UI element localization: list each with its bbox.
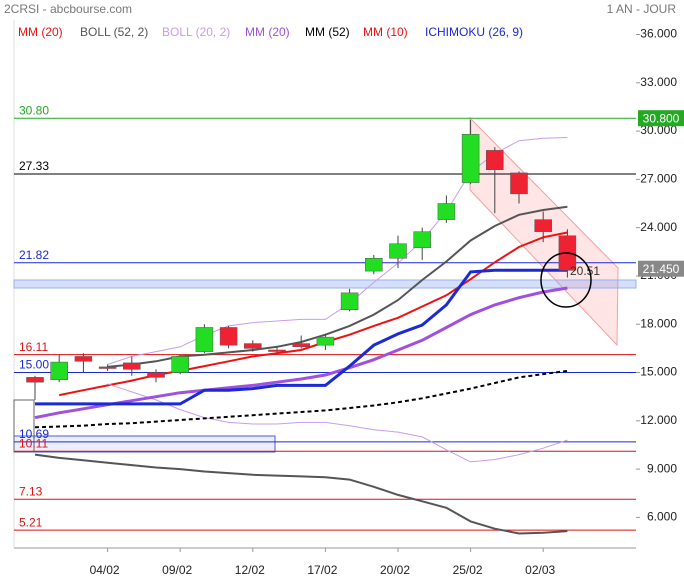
indicator-line bbox=[107, 383, 568, 463]
indicator-line bbox=[34, 453, 568, 535]
candle-body bbox=[171, 356, 189, 373]
candle-body bbox=[244, 343, 262, 349]
legend-entry: MM (52) bbox=[305, 25, 350, 39]
level-label: 5.21 bbox=[19, 515, 43, 529]
chart-title: 2CRSI - abcbourse.com bbox=[4, 2, 132, 16]
candle-body bbox=[268, 349, 286, 352]
level-label: 16.11 bbox=[19, 340, 48, 354]
highlight-circle bbox=[540, 252, 592, 308]
plot: 36.00033.00030.00027.00024.00021.00018.0… bbox=[14, 25, 684, 577]
x-tick-label: 25/02 bbox=[453, 563, 483, 577]
y-tick-label: 6.000 bbox=[647, 510, 677, 524]
level-label: 15.00 bbox=[19, 358, 49, 372]
candle-body bbox=[389, 243, 407, 259]
candle-body bbox=[219, 327, 238, 346]
y-tick-label: 30.000 bbox=[640, 123, 677, 137]
price-tag bbox=[638, 260, 684, 277]
candle-body bbox=[50, 361, 68, 381]
candle-body bbox=[195, 327, 214, 352]
annotation: 20.51 bbox=[570, 264, 600, 278]
y-tick-label: 15.000 bbox=[640, 365, 677, 379]
y-tick-label: 12.000 bbox=[640, 413, 677, 427]
price-tag-label: 30.800 bbox=[643, 111, 680, 125]
x-tick-label: 20/02 bbox=[380, 563, 410, 577]
legend-entry: MM (10) bbox=[363, 25, 408, 39]
indicator-line bbox=[107, 205, 568, 368]
level-label: 27.33 bbox=[19, 159, 49, 173]
candle-body bbox=[292, 343, 310, 348]
legend-entry: BOLL (52, 2) bbox=[80, 25, 148, 39]
candle-body bbox=[316, 336, 335, 346]
legend-entry: ICHIMOKU (26, 9) bbox=[425, 25, 523, 39]
zone bbox=[13, 435, 276, 453]
level-label: 10.11 bbox=[19, 436, 48, 450]
candle-body bbox=[510, 172, 528, 195]
zone bbox=[13, 399, 35, 453]
candle-body bbox=[340, 292, 359, 311]
y-tick-label: 27.000 bbox=[640, 172, 677, 186]
level-label: 7.13 bbox=[19, 484, 43, 498]
y-tick-label: 9.000 bbox=[647, 461, 677, 475]
indicator-line bbox=[34, 286, 568, 420]
chart-subtitle: 1 AN - JOUR bbox=[607, 2, 677, 16]
candle-body bbox=[147, 372, 165, 378]
y-tick-label: 33.000 bbox=[640, 75, 677, 89]
level-label: 10.69 bbox=[19, 427, 49, 441]
candle-body bbox=[26, 377, 44, 383]
candle-body bbox=[461, 134, 480, 183]
y-tick-label: 18.000 bbox=[640, 316, 677, 330]
candle-body bbox=[486, 150, 504, 170]
candle-body bbox=[437, 203, 456, 220]
x-tick-label: 12/02 bbox=[235, 563, 265, 577]
price-tag bbox=[638, 110, 684, 127]
y-tick-label: 24.000 bbox=[640, 220, 677, 234]
zone bbox=[13, 279, 637, 289]
x-tick-label: 17/02 bbox=[307, 563, 337, 577]
legend-entry: BOLL (20, 2) bbox=[162, 25, 230, 39]
candle-body bbox=[98, 366, 117, 369]
legend-entry: MM (20) bbox=[18, 25, 63, 39]
x-tick-label: 02/03 bbox=[525, 563, 555, 577]
candle-body bbox=[413, 231, 431, 249]
candle-body bbox=[74, 356, 93, 362]
legend-entry: MM (20) bbox=[245, 25, 290, 39]
candle-body bbox=[365, 257, 383, 272]
indicator-line bbox=[34, 369, 568, 429]
y-tick-label: 36.000 bbox=[640, 27, 677, 41]
level-label: 30.80 bbox=[19, 103, 49, 117]
candle-body bbox=[123, 362, 141, 370]
price-tag-label: 21.450 bbox=[643, 262, 680, 276]
x-tick-label: 09/02 bbox=[162, 563, 192, 577]
candle-body bbox=[534, 219, 552, 232]
level-label: 21.82 bbox=[19, 248, 49, 262]
x-tick-label: 04/02 bbox=[90, 563, 120, 577]
indicator-line bbox=[35, 268, 568, 406]
